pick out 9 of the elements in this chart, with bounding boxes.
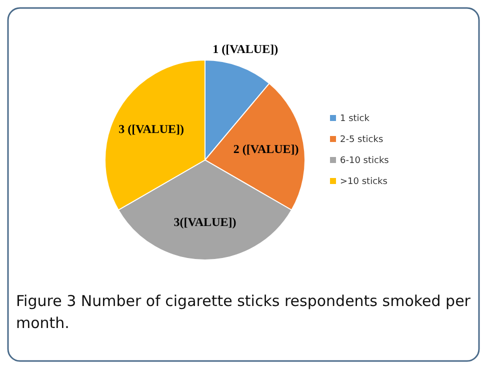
data-label: 3([VALUE]) <box>174 215 236 229</box>
data-label: 1 ([VALUE]) <box>212 42 278 56</box>
legend-label: 2-5 sticks <box>340 135 384 145</box>
legend-label: 6-10 sticks <box>340 156 390 166</box>
legend-label: 1 stick <box>340 114 370 124</box>
data-label: 2 ([VALUE]) <box>233 142 299 156</box>
caption: Figure 3 Number of cigarette sticks respondents smoked per month. <box>16 291 472 334</box>
legend-label: >10 sticks <box>340 177 388 187</box>
data-label: 3 ([VALUE]) <box>118 122 184 136</box>
